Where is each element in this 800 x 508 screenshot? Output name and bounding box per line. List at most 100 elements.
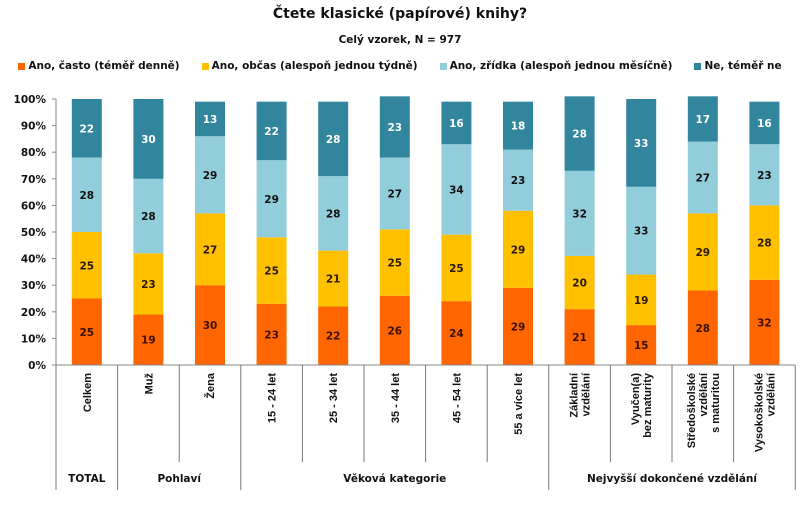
category-label: Žena bbox=[204, 372, 217, 399]
data-label: 20 bbox=[572, 278, 587, 290]
bar-segment bbox=[256, 303, 287, 365]
bar-segment bbox=[626, 325, 657, 365]
data-label: 16 bbox=[449, 118, 464, 130]
category-label: 55 a více let bbox=[513, 373, 525, 435]
chart-title: Čtete klasické (papírové) knihy? bbox=[272, 6, 528, 22]
bar-segment bbox=[379, 295, 410, 365]
y-tick-label: 20% bbox=[21, 307, 47, 319]
bar-segment bbox=[687, 141, 718, 214]
data-label: 32 bbox=[757, 317, 772, 329]
legend-label: Ne, téměř ne bbox=[704, 60, 782, 72]
legend-label: Ano, zřídka (alespoň jednou měsíčně) bbox=[449, 60, 673, 72]
bar-segment bbox=[749, 144, 780, 206]
data-label: 28 bbox=[326, 134, 341, 146]
legend-swatch-icon bbox=[18, 62, 26, 70]
data-label: 25 bbox=[79, 327, 94, 339]
data-label: 26 bbox=[387, 325, 402, 337]
y-tick-label: 40% bbox=[21, 254, 47, 266]
data-label: 21 bbox=[572, 332, 587, 344]
legend-swatch-icon bbox=[201, 62, 209, 70]
data-label: 32 bbox=[572, 208, 587, 220]
data-label: 27 bbox=[203, 244, 218, 256]
legend-label: Ano, často (téměř denně) bbox=[28, 60, 180, 72]
data-label: 29 bbox=[264, 194, 279, 206]
bar-segment bbox=[564, 170, 595, 256]
bar-segment bbox=[71, 157, 102, 232]
data-label: 25 bbox=[264, 266, 279, 278]
y-tick-label: 30% bbox=[21, 280, 47, 292]
bar-segment bbox=[503, 101, 533, 150]
bar-segment bbox=[195, 136, 225, 214]
data-label: 17 bbox=[695, 114, 710, 126]
bar-segment bbox=[687, 290, 718, 365]
y-tick-label: 60% bbox=[21, 200, 47, 212]
legend-swatch-icon bbox=[694, 62, 702, 70]
bar-segment bbox=[626, 186, 657, 275]
bar-segment bbox=[318, 306, 349, 365]
bar-segment bbox=[71, 99, 102, 158]
legend: Ano, často (téměř denně) Ano, občas (ales… bbox=[0, 60, 800, 72]
bar-segment bbox=[441, 101, 472, 145]
data-label: 21 bbox=[326, 274, 341, 286]
data-label: 27 bbox=[695, 172, 710, 184]
category-label: bez maturity bbox=[642, 372, 654, 438]
group-label: Věková kategorie bbox=[343, 473, 446, 485]
bar-segment bbox=[687, 213, 718, 291]
category-label: Základní bbox=[569, 372, 581, 418]
data-label: 22 bbox=[264, 126, 279, 138]
legend-item: Ano, často (téměř denně) bbox=[18, 60, 180, 72]
bar-segment bbox=[503, 149, 533, 211]
bar-segment bbox=[379, 96, 410, 158]
category-label: Celkem bbox=[82, 373, 94, 412]
data-label: 28 bbox=[757, 238, 772, 250]
bar-segment bbox=[71, 232, 102, 299]
bar-segment bbox=[441, 234, 472, 302]
bar-segment bbox=[195, 213, 225, 286]
bar-segment bbox=[133, 178, 164, 254]
y-tick-label: 80% bbox=[21, 147, 47, 159]
bar-segment bbox=[564, 309, 595, 365]
bar-segment bbox=[71, 298, 102, 365]
data-label: 16 bbox=[757, 118, 772, 130]
bar-segment bbox=[503, 287, 533, 365]
data-label: 24 bbox=[449, 328, 464, 340]
category-label: vzdělání bbox=[581, 372, 593, 416]
legend-item: Ne, téměř ne bbox=[694, 60, 782, 72]
data-label: 23 bbox=[511, 175, 526, 187]
y-tick-label: 0% bbox=[28, 360, 46, 372]
legend-item: Ano, občas (alespoň jednou týdně) bbox=[201, 60, 418, 72]
data-label: 29 bbox=[695, 247, 710, 259]
legend-swatch-icon bbox=[439, 62, 447, 70]
category-label: 15 - 24 let bbox=[267, 373, 279, 423]
category-label: vzdělání bbox=[765, 372, 777, 416]
bar-segment bbox=[195, 101, 225, 137]
bar-segment bbox=[318, 176, 349, 251]
legend-item: Ano, zřídka (alespoň jednou měsíčně) bbox=[439, 60, 673, 72]
data-label: 18 bbox=[511, 121, 526, 133]
data-label: 33 bbox=[634, 226, 649, 238]
y-tick-label: 10% bbox=[21, 333, 47, 345]
data-label: 28 bbox=[572, 129, 587, 141]
bar-segment bbox=[256, 101, 287, 161]
category-label: Vysokoškolské bbox=[753, 373, 765, 452]
bar-segment bbox=[441, 144, 472, 235]
bar-segment bbox=[133, 99, 164, 179]
category-label: Vyučen(a) bbox=[630, 373, 642, 426]
legend-label: Ano, občas (alespoň jednou týdně) bbox=[211, 60, 418, 72]
bar-segment bbox=[749, 101, 780, 145]
data-label: 15 bbox=[634, 340, 649, 352]
y-tick-label: 70% bbox=[21, 174, 47, 186]
category-label: Muž bbox=[143, 373, 155, 395]
bar-segment bbox=[687, 96, 718, 142]
data-label: 34 bbox=[449, 184, 464, 196]
data-label: 28 bbox=[141, 211, 156, 223]
data-label: 23 bbox=[141, 279, 156, 291]
data-label: 27 bbox=[387, 188, 402, 200]
data-label: 29 bbox=[511, 321, 526, 333]
data-label: 23 bbox=[264, 329, 279, 341]
bar-segment bbox=[318, 101, 349, 177]
category-label: 25 - 34 let bbox=[328, 373, 340, 423]
data-label: 19 bbox=[141, 335, 156, 347]
data-label: 28 bbox=[326, 208, 341, 220]
